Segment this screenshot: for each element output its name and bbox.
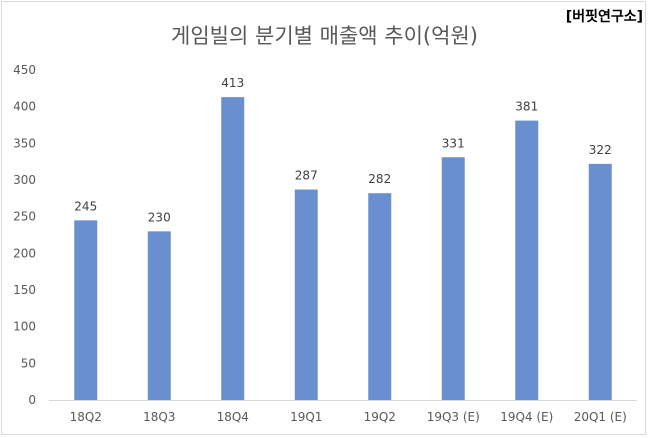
x-tick-label: 18Q4 [217,410,249,424]
y-tick-label: 400 [13,100,36,114]
x-tick-label: 19Q2 [364,410,396,424]
y-tick-label: 100 [13,320,36,334]
source-label: [버핏연구소] [565,9,643,25]
data-label: 381 [515,100,538,114]
y-tick-label: 200 [13,246,36,260]
x-tick-label: 19Q3 (E) [427,410,480,424]
data-label: 322 [589,143,612,157]
data-label: 331 [442,136,465,150]
y-tick-label: 150 [13,283,36,297]
data-label: 287 [295,169,318,183]
y-tick-label: 450 [13,63,36,77]
x-tick-label: 18Q2 [70,410,102,424]
x-tick-label: 19Q4 (E) [500,410,553,424]
y-tick-label: 50 [21,356,36,370]
bar [74,220,98,400]
chart-title: 게임빌의 분기별 매출액 추이(억원) [171,24,478,48]
bar [294,189,318,400]
y-tick-label: 250 [13,210,36,224]
y-tick-label: 350 [13,136,36,150]
y-tick-label: 0 [28,393,36,407]
bar [441,157,465,400]
data-label: 282 [368,172,391,186]
x-tick-label: 20Q1 (E) [574,410,627,424]
bar [588,163,612,400]
x-tick-label: 19Q1 [290,410,322,424]
data-labels: 245 230 413 287 282 331 381 322 [74,76,611,224]
x-axis-ticks: 18Q2 18Q3 18Q4 19Q1 19Q2 19Q3 (E) 19Q4 (E) 20Q1… [70,410,627,424]
y-tick-label: 300 [13,173,36,187]
y-axis-ticks: 0 50 100 150 200 250 300 350 400 450 [13,63,36,407]
bar [368,193,392,400]
data-label: 413 [221,76,244,90]
data-label: 230 [148,210,171,224]
data-label: 245 [74,199,97,213]
bar [515,120,539,400]
bar [147,231,171,400]
x-tick-label: 18Q3 [143,410,175,424]
bar [221,97,245,400]
bars [74,97,612,400]
